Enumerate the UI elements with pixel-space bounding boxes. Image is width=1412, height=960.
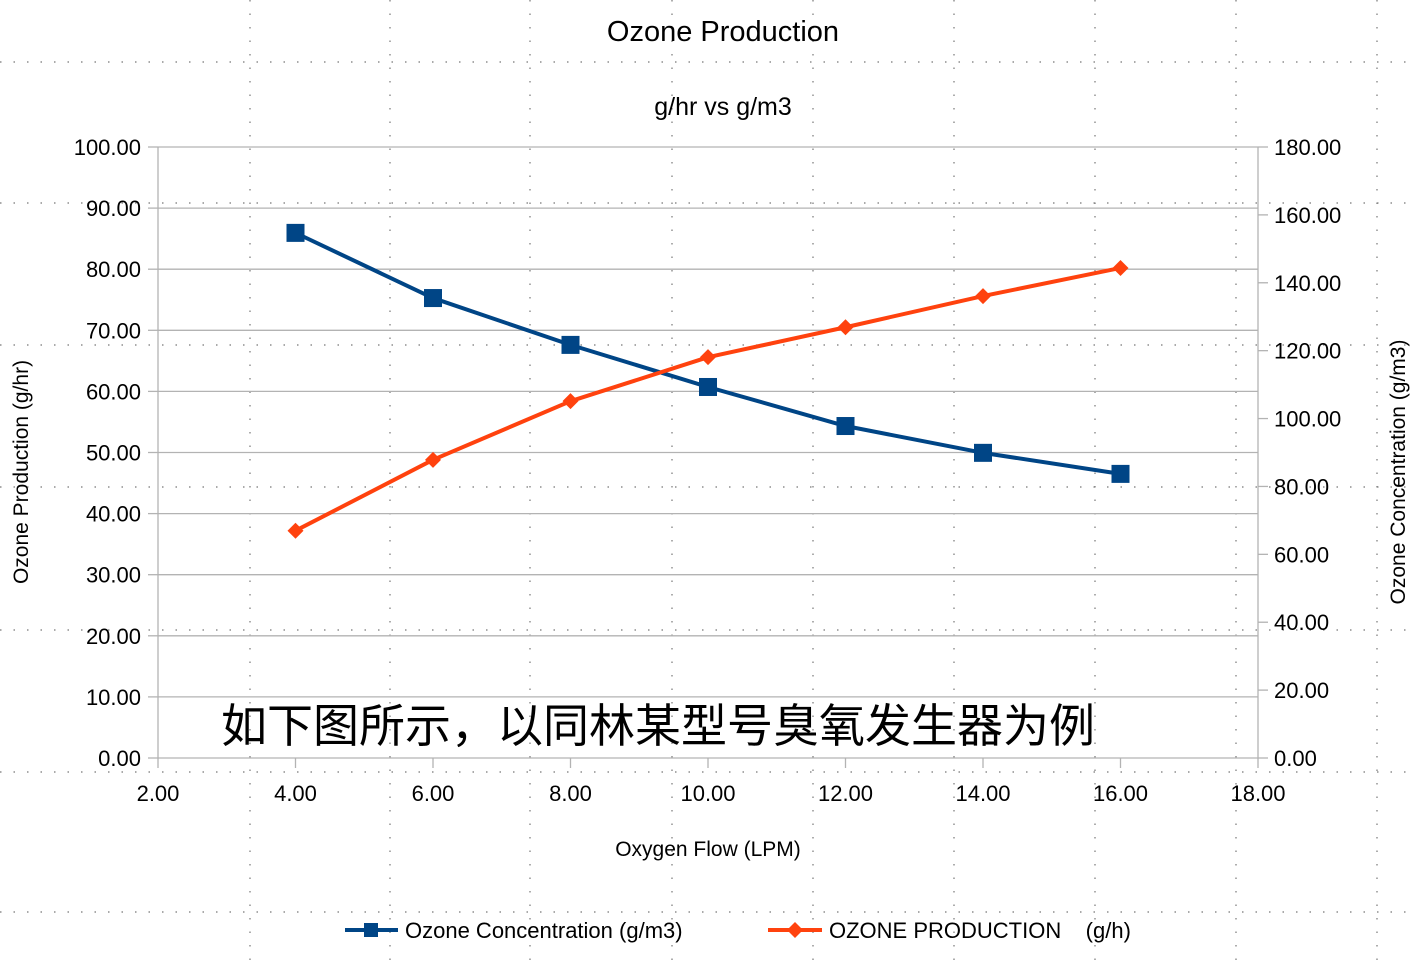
y-tick-label: 100.00 (74, 135, 141, 160)
y2-tick-label: 40.00 (1274, 610, 1329, 635)
legend: Ozone Concentration (g/m3) OZONE PRODUCT… (345, 918, 1131, 943)
data-point-diamond (837, 319, 854, 336)
data-point-diamond (562, 393, 579, 410)
data-point-square (974, 443, 992, 462)
legend-entry-concentration: Ozone Concentration (g/m3) (405, 918, 683, 943)
y2-axis-label: Ozone Concentration (g/m3) (1387, 340, 1410, 605)
y2-tick-label: 20.00 (1274, 678, 1329, 703)
y-tick-label: 40.00 (86, 502, 141, 527)
y2-tick-label: 80.00 (1274, 474, 1329, 499)
y2-tick-label: 180.00 (1274, 135, 1341, 160)
y-tick-label: 20.00 (86, 624, 141, 649)
data-point-diamond (1112, 259, 1129, 276)
y2-tick-label: 140.00 (1274, 271, 1341, 296)
y-tick-label: 70.00 (86, 318, 141, 343)
y2-tick-label: 100.00 (1274, 407, 1341, 432)
x-axis-label: Oxygen Flow (LPM) (615, 838, 801, 861)
x-tick-label: 2.00 (137, 781, 180, 806)
gridlines (158, 146, 1258, 759)
data-point-square (286, 223, 305, 242)
x-tick-label: 18.00 (1230, 781, 1285, 806)
y-tick-label: 80.00 (86, 257, 141, 282)
chart-annotation: 如下图所示，以同林某型号臭氧发生器为例 (221, 699, 1095, 753)
data-point-square (699, 377, 717, 396)
chart-title: Ozone Production (607, 16, 839, 48)
data-point-diamond (700, 349, 716, 366)
data-point-diamond (425, 451, 441, 468)
data-point-square (1111, 464, 1130, 483)
chart-subtitle: g/hr vs g/m3 (654, 93, 792, 121)
legend-marker-diamond (787, 922, 803, 938)
x-tick-label: 14.00 (955, 781, 1010, 806)
legend-entry-production: OZONE PRODUCTION (g/h) (829, 918, 1131, 943)
x-tick-label: 10.00 (680, 781, 735, 806)
x-tick-label: 16.00 (1093, 781, 1148, 806)
series-line-1 (294, 266, 1121, 533)
y-tick-label: 90.00 (86, 196, 141, 221)
data-point-square (836, 417, 855, 436)
y-tick-label: 10.00 (86, 685, 141, 710)
y-tick-label: 30.00 (86, 563, 141, 588)
legend-marker-square (364, 923, 378, 937)
y-tick-label: 50.00 (86, 441, 141, 466)
y2-tick-label: 160.00 (1274, 203, 1341, 228)
y-axis-label: Ozone Production (g/hr) (10, 360, 33, 584)
x-tick-label: 4.00 (274, 781, 317, 806)
data-point-square (424, 289, 442, 308)
data-point-diamond (287, 522, 304, 539)
x-tick-label: 12.00 (818, 781, 873, 806)
tick-labels: 0.00 10.00 20.00 30.00 40.00 50.00 60.00 70.00 8… (74, 135, 1342, 806)
y-tick-label: 60.00 (86, 379, 141, 404)
x-tick-label: 8.00 (549, 781, 592, 806)
series (286, 223, 1130, 539)
x-tick-label: 6.00 (412, 781, 455, 806)
y2-tick-label: 60.00 (1274, 542, 1329, 567)
y2-tick-label: 120.00 (1274, 339, 1341, 364)
y2-tick-label: 0.00 (1274, 746, 1317, 771)
axes (148, 146, 1268, 768)
data-point-diamond (975, 288, 991, 305)
y-tick-label: 0.00 (98, 746, 141, 771)
data-point-square (561, 335, 580, 354)
